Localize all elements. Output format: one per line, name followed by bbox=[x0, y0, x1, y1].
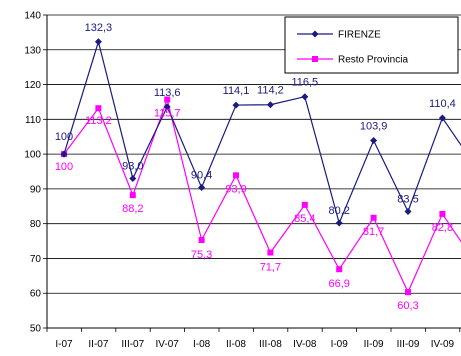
data-label-firenze: 114,2 bbox=[257, 85, 284, 97]
x-tick-label: III-08 bbox=[259, 339, 282, 350]
gridlines bbox=[47, 14, 461, 294]
y-tick-label: 70 bbox=[30, 254, 42, 265]
point-firenze bbox=[94, 38, 102, 46]
point-resto-provincia bbox=[301, 201, 308, 208]
y-tick-labels: 50 60 70 80 90 100 110 120 130 140 bbox=[24, 11, 41, 335]
data-label-firenze: 114,1 bbox=[223, 85, 250, 97]
data-label-resto-provincia: 81,7 bbox=[363, 226, 384, 238]
data-label-firenze: 80,2 bbox=[328, 205, 349, 217]
data-label-firenze: 116,5 bbox=[291, 77, 318, 89]
x-tick-labels: I-07 II-07 III-07 IV-07 I-08 II-08 III-08 IV-08… bbox=[55, 339, 455, 350]
data-label-firenze: 100 bbox=[55, 131, 73, 143]
point-resto-provincia bbox=[405, 289, 411, 296]
legend-marker-firenze bbox=[311, 30, 319, 38]
legend-label-resto-provincia: Resto Provincia bbox=[338, 55, 408, 66]
point-resto-provincia bbox=[336, 266, 343, 273]
data-label-resto-provincia: 82,8 bbox=[432, 222, 453, 234]
data-label-firenze: 113,6 bbox=[154, 87, 181, 99]
y-tick-label: 140 bbox=[24, 11, 41, 22]
x-tick-label: III-07 bbox=[121, 339, 144, 350]
legend-box bbox=[284, 16, 459, 74]
point-firenze bbox=[198, 183, 206, 191]
x-tick-label: III-09 bbox=[397, 339, 420, 350]
data-label-firenze: 93,0 bbox=[122, 160, 143, 172]
data-label-resto-provincia: 66,9 bbox=[328, 278, 349, 290]
point-firenze bbox=[335, 219, 343, 227]
point-resto-provincia bbox=[267, 249, 274, 256]
data-label-resto-provincia: 85,4 bbox=[294, 213, 315, 225]
x-tick-label: II-08 bbox=[226, 339, 246, 350]
data-labels: 100 132,3 93,0 113,6 90,4 114,1 114,2 116,5 80,2… bbox=[55, 22, 456, 312]
data-label-firenze: 103,9 bbox=[360, 121, 388, 133]
point-resto-provincia bbox=[95, 105, 102, 112]
point-resto-provincia bbox=[129, 192, 136, 199]
data-label-resto-provincia: 71,7 bbox=[260, 262, 281, 274]
data-label-firenze: 90,4 bbox=[191, 169, 212, 181]
data-label-resto-provincia: 60,3 bbox=[397, 300, 418, 312]
data-label-resto-provincia: 115,7 bbox=[154, 108, 181, 120]
y-tick-label: 90 bbox=[30, 184, 42, 195]
point-firenze bbox=[438, 114, 446, 122]
y-tick-label: 100 bbox=[24, 150, 41, 161]
data-label-firenze: 110,4 bbox=[429, 98, 456, 110]
data-label-resto-provincia: 88,2 bbox=[122, 203, 143, 215]
point-resto-provincia bbox=[439, 210, 446, 217]
axes bbox=[43, 14, 461, 332]
data-label-resto-provincia: 75,3 bbox=[191, 249, 212, 261]
legend-marker-resto-provincia bbox=[312, 56, 318, 62]
x-tick-label: IV-08 bbox=[293, 339, 317, 350]
y-tick-label: 130 bbox=[24, 45, 41, 56]
y-tick-label: 50 bbox=[30, 324, 42, 335]
y-tick-label: 120 bbox=[24, 80, 41, 91]
y-tick-label: 60 bbox=[30, 289, 42, 300]
point-firenze bbox=[129, 174, 137, 182]
point-firenze bbox=[301, 93, 309, 101]
point-resto-provincia bbox=[370, 214, 377, 221]
x-tick-label: IV-07 bbox=[156, 339, 180, 350]
point-firenze bbox=[370, 137, 378, 145]
y-tick-label: 110 bbox=[25, 115, 41, 126]
data-label-resto-provincia: 113,2 bbox=[85, 115, 112, 127]
point-resto-provincia bbox=[198, 237, 205, 244]
legend: FIRENZE Resto Provincia bbox=[284, 16, 459, 74]
x-tick-label: I-07 bbox=[55, 339, 73, 350]
point-firenze bbox=[266, 101, 274, 109]
x-tick-label: IV-09 bbox=[431, 339, 455, 350]
point-resto-provincia bbox=[164, 96, 171, 103]
data-label-firenze: 132,3 bbox=[85, 22, 113, 34]
x-tick-label: II-07 bbox=[88, 339, 108, 350]
series-group bbox=[60, 38, 461, 296]
point-firenze bbox=[60, 150, 68, 158]
x-tick-label: II-09 bbox=[364, 339, 384, 350]
data-label-resto-provincia: 93,9 bbox=[225, 183, 246, 195]
x-tick-label: I-08 bbox=[193, 339, 211, 350]
data-label-firenze: 83,5 bbox=[397, 193, 418, 205]
point-resto-provincia bbox=[233, 172, 239, 179]
x-tick-label: I-09 bbox=[331, 339, 349, 350]
point-firenze bbox=[163, 103, 171, 111]
y-tick-label: 80 bbox=[30, 219, 42, 230]
point-firenze bbox=[404, 207, 412, 215]
data-label-resto-provincia: 100 bbox=[55, 161, 73, 173]
legend-label-firenze: FIRENZE bbox=[338, 30, 381, 41]
point-firenze bbox=[232, 101, 240, 109]
